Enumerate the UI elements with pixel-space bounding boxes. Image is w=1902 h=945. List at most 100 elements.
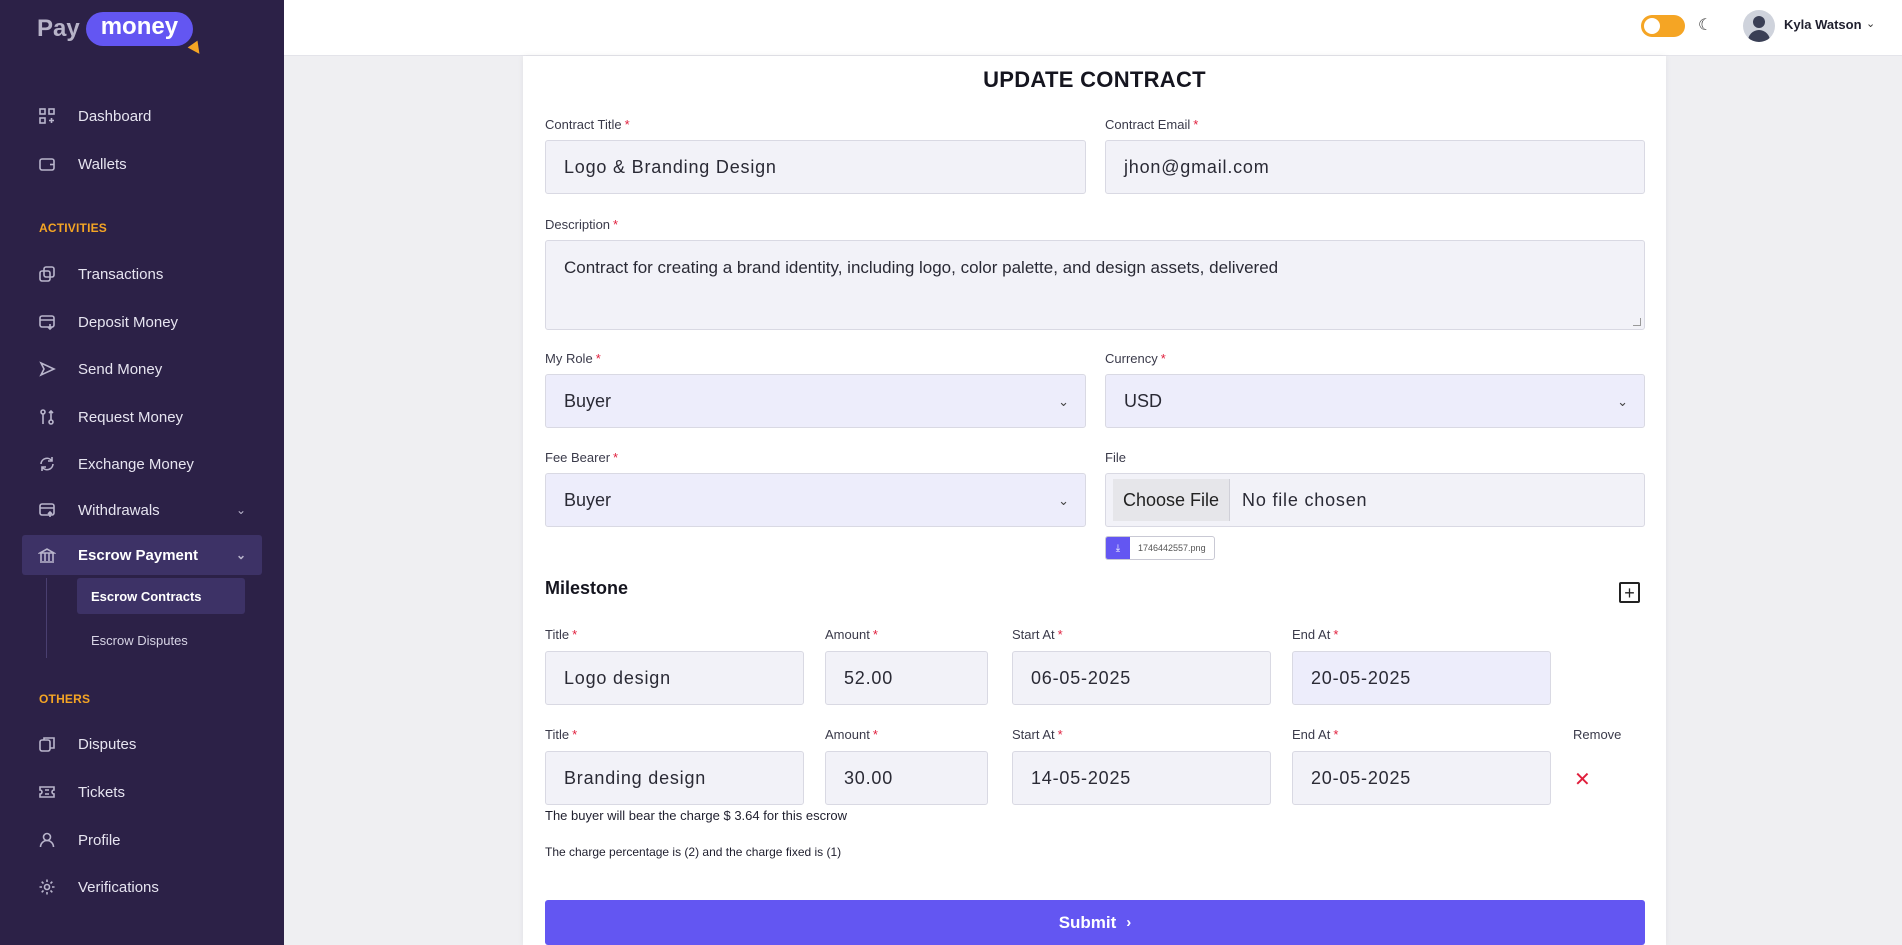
- sidebar-item-escrow-payment[interactable]: Escrow Payment ⌄: [22, 535, 262, 575]
- exchange-icon: [40, 457, 54, 471]
- sidebar-item-label: Transactions: [78, 265, 164, 283]
- brand-pay-text: Pay: [37, 15, 80, 42]
- attached-file-chip[interactable]: ⤓ 1746442557.png: [1105, 536, 1215, 560]
- user-icon: [39, 832, 55, 848]
- currency-label: Currency *: [1105, 351, 1166, 366]
- milestone-amount-label: Amount *: [825, 627, 878, 642]
- theme-toggle[interactable]: [1641, 15, 1685, 37]
- file-input[interactable]: Choose File No file chosen: [1105, 473, 1645, 527]
- sidebar-item-transactions[interactable]: Transactions: [22, 254, 262, 294]
- withdraw-icon: [39, 503, 55, 517]
- charge-percentage-note: The charge percentage is (2) and the cha…: [545, 845, 842, 859]
- fee-bearer-select[interactable]: Buyer ⌄: [545, 473, 1086, 527]
- submit-label: Submit: [1058, 912, 1117, 932]
- sidebar-item-label: Disputes: [78, 735, 137, 753]
- deposit-icon: [39, 315, 55, 331]
- contract-title-input[interactable]: Logo & Branding Design: [545, 140, 1086, 194]
- charge-note: The buyer will bear the charge $ 3.64 fo…: [545, 808, 848, 823]
- sidebar-subitem-escrow-contracts[interactable]: Escrow Contracts: [77, 578, 245, 614]
- contract-email-input[interactable]: jhon@gmail.com: [1105, 140, 1645, 194]
- submit-button[interactable]: Submit ›: [545, 900, 1645, 945]
- update-contract-card: UPDATE CONTRACT Contract Title * Logo & B…: [523, 56, 1666, 945]
- remove-label: Remove: [1573, 727, 1622, 742]
- attached-file-name: 1746442557.png: [1138, 543, 1206, 553]
- milestone-start-label: Start At *: [1012, 627, 1063, 642]
- sidebar: Pay money Dashboard Wallets ACTIVITIES T…: [0, 0, 284, 945]
- milestone-start-label: Start At *: [1012, 727, 1063, 742]
- description-label: Description *: [545, 217, 619, 232]
- wallet-icon: [39, 158, 55, 171]
- sidebar-item-tickets[interactable]: Tickets: [22, 772, 262, 812]
- milestone-2-end-input[interactable]: 20-05-2025: [1292, 751, 1551, 805]
- ticket-icon: [39, 786, 55, 798]
- chevron-down-icon[interactable]: ⌄: [1866, 18, 1876, 30]
- sidebar-subitem-escrow-disputes[interactable]: Escrow Disputes: [91, 632, 188, 648]
- chevron-down-icon: ⌄: [1617, 394, 1628, 409]
- sidebar-item-label: Verifications: [78, 878, 159, 896]
- gear-icon: [39, 879, 55, 895]
- remove-milestone-icon[interactable]: ✕: [1574, 769, 1591, 791]
- chevron-down-icon: ⌄: [235, 503, 246, 517]
- sidebar-item-request-money[interactable]: Request Money: [22, 397, 262, 437]
- sidebar-item-wallets[interactable]: Wallets: [22, 144, 262, 184]
- milestone-1-amount-input[interactable]: 52.00: [825, 651, 988, 705]
- fee-bearer-label: Fee Bearer *: [545, 450, 619, 465]
- sidebar-item-label: Deposit Money: [78, 313, 179, 331]
- sidebar-item-exchange-money[interactable]: Exchange Money: [22, 444, 262, 484]
- sidebar-item-label: Profile: [78, 831, 121, 849]
- sidebar-item-verifications[interactable]: Verifications: [22, 867, 262, 907]
- add-milestone-button[interactable]: +: [1619, 582, 1640, 603]
- brand-logo[interactable]: Pay money: [37, 12, 194, 46]
- choose-file-button[interactable]: Choose File: [1113, 479, 1231, 521]
- file-label: File: [1105, 450, 1126, 465]
- milestone-end-label: End At *: [1292, 627, 1339, 642]
- sidebar-item-disputes[interactable]: Disputes: [22, 724, 262, 764]
- sidebar-item-profile[interactable]: Profile: [22, 820, 262, 860]
- milestone-2-title-input[interactable]: Branding design: [545, 751, 804, 805]
- milestone-2-start-input[interactable]: 14-05-2025: [1012, 751, 1271, 805]
- my-role-select[interactable]: Buyer ⌄: [545, 374, 1086, 428]
- sidebar-item-label: Exchange Money: [78, 455, 194, 473]
- top-bar: [284, 0, 1902, 56]
- chevron-down-icon: ⌄: [1058, 493, 1069, 508]
- contract-email-label: Contract Email *: [1105, 117, 1199, 132]
- my-role-label: My Role *: [545, 351, 601, 366]
- sidebar-item-dashboard[interactable]: Dashboard: [22, 96, 262, 136]
- file-status: No file chosen: [1242, 489, 1368, 510]
- chevron-right-icon: ›: [1126, 914, 1132, 931]
- chevron-down-icon: ⌄: [235, 548, 246, 562]
- milestone-1-end-input[interactable]: 20-05-2025: [1292, 651, 1551, 705]
- avatar[interactable]: [1743, 10, 1775, 42]
- my-role-value: Buyer: [564, 390, 612, 411]
- contract-title-label: Contract Title *: [545, 117, 630, 132]
- milestone-end-label: End At *: [1292, 727, 1339, 742]
- milestone-title-label: Title *: [545, 727, 578, 742]
- sidebar-item-label: Wallets: [78, 155, 127, 173]
- page-title: UPDATE CONTRACT: [983, 67, 1206, 92]
- download-icon[interactable]: ⤓: [1106, 537, 1130, 559]
- currency-value: USD: [1124, 390, 1163, 411]
- milestone-2-amount-input[interactable]: 30.00: [825, 751, 988, 805]
- section-label-others: OTHERS: [39, 692, 91, 706]
- section-label-activities: ACTIVITIES: [39, 221, 108, 235]
- escrow-icon: [38, 548, 56, 563]
- request-icon: [40, 409, 54, 425]
- resize-handle[interactable]: [1633, 318, 1641, 326]
- milestone-1-start-input[interactable]: 06-05-2025: [1012, 651, 1271, 705]
- moon-icon[interactable]: ☾: [1698, 17, 1713, 34]
- transactions-icon: [39, 266, 55, 282]
- disputes-icon: [39, 737, 55, 752]
- send-icon: [39, 361, 56, 377]
- description-textarea[interactable]: Contract for creating a brand identity, …: [545, 240, 1645, 330]
- description-text: Contract for creating a brand identity, …: [564, 258, 1279, 277]
- dashboard-icon: [39, 108, 55, 124]
- sidebar-item-send-money[interactable]: Send Money: [22, 349, 262, 389]
- currency-select[interactable]: USD ⌄: [1105, 374, 1645, 428]
- milestone-1-title-input[interactable]: Logo design: [545, 651, 804, 705]
- sidebar-item-label: Dashboard: [78, 107, 152, 125]
- sidebar-item-deposit-money[interactable]: Deposit Money: [22, 302, 262, 342]
- sidebar-item-withdrawals[interactable]: Withdrawals ⌄: [22, 490, 262, 530]
- sidebar-item-label: Withdrawals: [78, 501, 160, 519]
- milestone-amount-label: Amount *: [825, 727, 878, 742]
- user-name[interactable]: Kyla Watson: [1784, 17, 1862, 32]
